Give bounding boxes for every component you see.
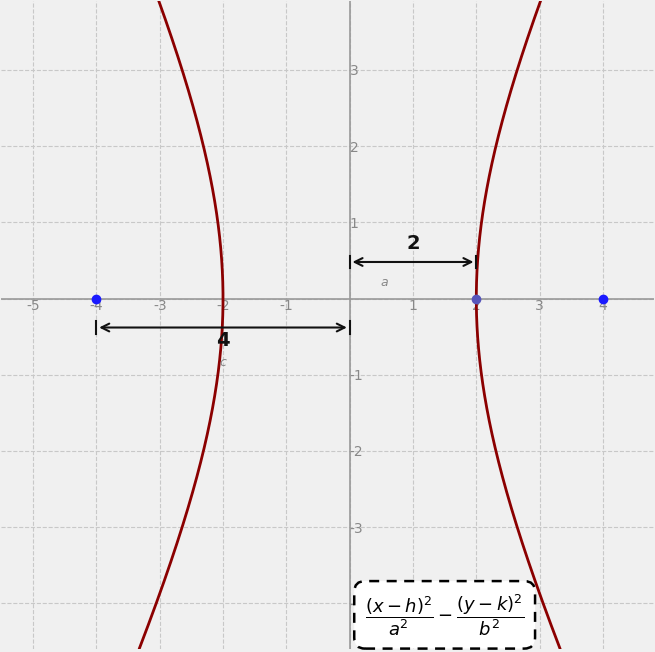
Text: $\dfrac{(x-h)^2}{a^2} - \dfrac{(y-k)^2}{b^2}$: $\dfrac{(x-h)^2}{a^2} - \dfrac{(y-k)^2}{… bbox=[365, 592, 524, 638]
Text: 2: 2 bbox=[406, 234, 420, 253]
Text: 4: 4 bbox=[216, 331, 230, 350]
Text: a: a bbox=[381, 276, 388, 289]
Text: c: c bbox=[219, 356, 227, 369]
